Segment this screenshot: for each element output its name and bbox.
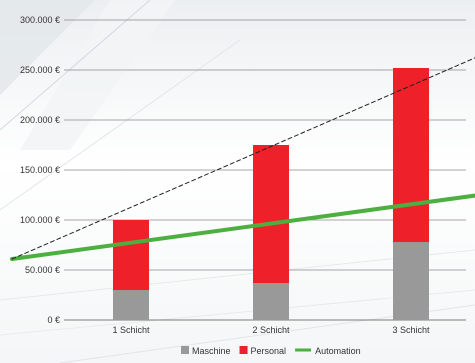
legend-label: Personal	[251, 346, 287, 356]
background-light-panel	[20, 0, 175, 150]
legend-swatch-personal	[239, 346, 248, 354]
bars	[113, 68, 429, 320]
bar-personal	[253, 145, 289, 283]
dashed-trend-line	[11, 57, 475, 260]
background-streak	[0, 39, 241, 211]
legend-label: Automation	[315, 346, 361, 356]
legend-swatch-maschine	[181, 346, 189, 354]
bar-personal	[393, 68, 429, 242]
x-tick-label: 2 Schicht	[252, 325, 290, 335]
background-streak	[0, 0, 151, 131]
trend-lines	[10, 57, 475, 261]
y-tick-label: 300.000 €	[20, 15, 60, 25]
y-tick-label: 0 €	[47, 315, 60, 325]
y-axis-tick-labels: 0 € 50.000 € 100.000 € 150.000 € 200.000 € 25…	[20, 15, 60, 325]
automation-line	[10, 193, 475, 261]
legend: Maschine Personal Automation	[181, 346, 361, 356]
y-tick-label: 200.000 €	[20, 115, 60, 125]
y-tick-label: 100.000 €	[20, 215, 60, 225]
bar-maschine	[393, 242, 429, 320]
x-tick-label: 3 Schicht	[392, 325, 430, 335]
x-tick-label: 1 Schicht	[112, 325, 150, 335]
x-axis-tick-labels: 1 Schicht 2 Schicht 3 Schicht	[112, 325, 430, 335]
y-tick-label: 150.000 €	[20, 165, 60, 175]
bar-maschine	[253, 283, 289, 320]
legend-label: Maschine	[192, 346, 231, 356]
y-tick-label: 250.000 €	[20, 65, 60, 75]
y-tick-label: 50.000 €	[25, 265, 60, 275]
bar-personal	[113, 220, 149, 290]
bar-maschine	[113, 290, 149, 320]
background-light-panel	[0, 0, 95, 95]
